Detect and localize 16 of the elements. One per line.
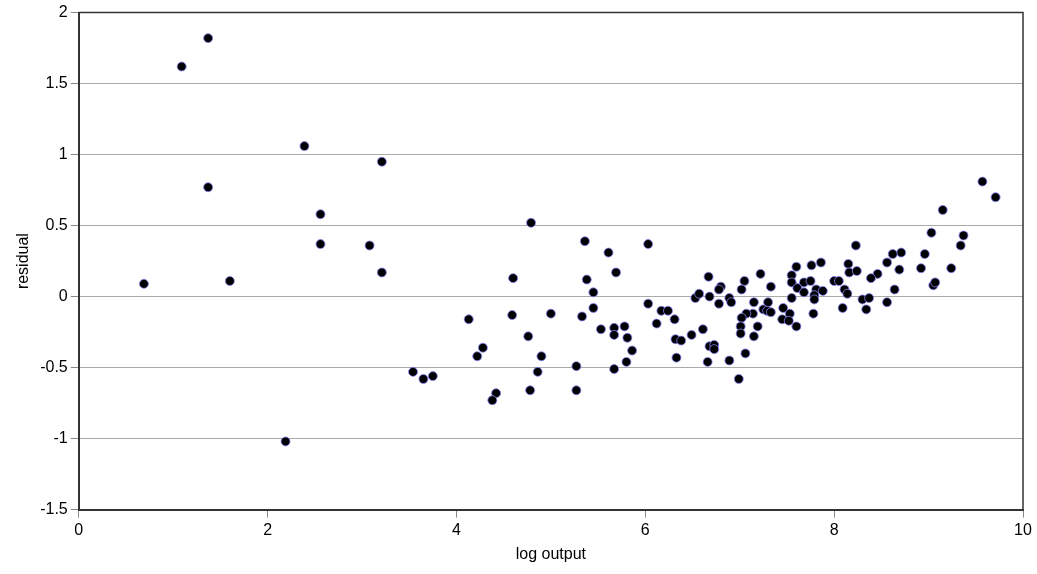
y-tick-label: -1: [53, 429, 68, 447]
y-tick-label: 1.5: [45, 74, 68, 92]
x-tick-label: 4: [452, 520, 462, 538]
y-tick-label: 0: [58, 287, 68, 305]
x-tick-label: 10: [1014, 520, 1032, 538]
y-tick-label: 0.5: [45, 216, 68, 234]
x-tick-label: 6: [640, 520, 650, 538]
x-tick-label: 8: [829, 520, 839, 538]
y-tick-label: 1: [58, 145, 68, 163]
y-axis-title: residual: [14, 233, 32, 290]
y-tick-label: -1.5: [40, 500, 68, 518]
x-tick-label: 2: [263, 520, 273, 538]
x-tick-label: 0: [74, 520, 84, 538]
y-tick-label: -0.5: [40, 358, 68, 376]
x-axis-title: log output: [515, 544, 587, 562]
y-tick-label: 2: [58, 3, 68, 21]
